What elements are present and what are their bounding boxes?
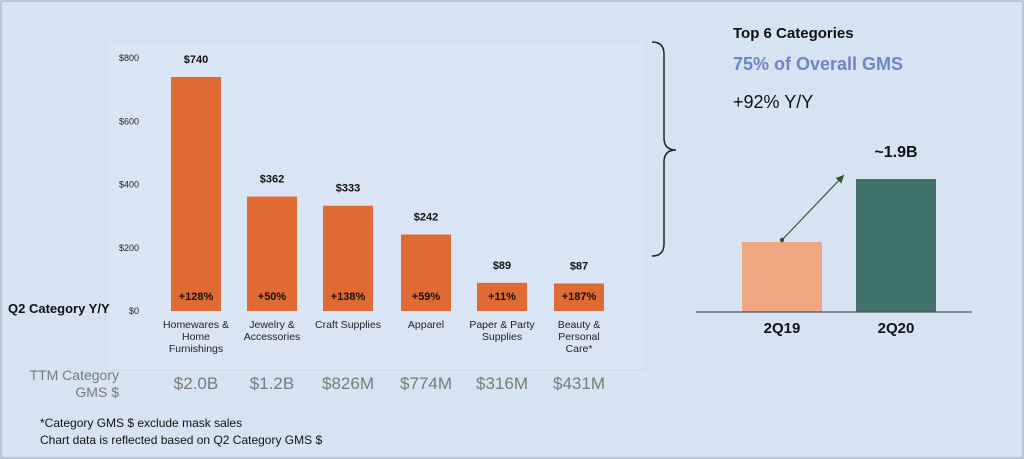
- yoy-label: +138%: [331, 291, 366, 303]
- ttm-value: $1.2B: [250, 374, 294, 393]
- main-bars: [171, 76, 604, 311]
- growth-arrow-head: [835, 175, 844, 184]
- footnote-line-2: Chart data is reflected based on Q2 Cate…: [40, 433, 323, 447]
- ttm-value: $2.0B: [174, 374, 218, 393]
- ttm-value: $316M: [476, 374, 528, 393]
- y-tick-label: $200: [119, 243, 139, 253]
- y-tick-label: $400: [119, 180, 139, 190]
- bar: [323, 205, 373, 311]
- ttm-value: $826M: [322, 374, 374, 393]
- category-label: Beauty &: [558, 319, 601, 331]
- ttm-value: $431M: [553, 374, 605, 393]
- ttm-values: $2.0B $1.2B $826M $774M $316M $431M: [174, 374, 605, 393]
- ttm-row-label-line1: TTM Category: [30, 367, 119, 383]
- yoy-row-label: Q2 Category Y/Y: [8, 301, 110, 316]
- bar: [477, 282, 527, 311]
- bar-value-label: $362: [260, 174, 284, 186]
- yoy-label: +11%: [488, 291, 516, 303]
- summary-highlight: 75% of Overall GMS: [733, 54, 903, 74]
- yoy-label: +50%: [258, 291, 287, 303]
- ttm-value: $774M: [400, 374, 452, 393]
- comparison-category-label: 2Q20: [878, 320, 915, 337]
- comparison-chart: 2Q19 2Q20 ~1.9B: [742, 144, 936, 337]
- category-label: Apparel: [408, 319, 444, 331]
- y-tick-label: $0: [129, 306, 139, 316]
- bar-value-label: $740: [184, 54, 208, 66]
- bar-value-label: $242: [414, 211, 438, 223]
- comparison-bar: [742, 242, 822, 312]
- comparison-category-label: 2Q19: [764, 320, 801, 337]
- bar: [554, 283, 604, 311]
- comparison-bar: [856, 179, 936, 312]
- summary-growth: +92% Y/Y: [733, 92, 813, 112]
- bar-value-label: $333: [336, 183, 360, 195]
- category-label: Homewares &: [163, 319, 229, 331]
- category-label: Craft Supplies: [315, 319, 381, 331]
- category-label: Furnishings: [169, 343, 223, 355]
- summary-title: Top 6 Categories: [733, 25, 854, 42]
- y-tick-label: $800: [119, 53, 139, 63]
- category-label: Personal: [558, 331, 599, 343]
- comparison-value-label: ~1.9B: [874, 144, 917, 161]
- ttm-row-label-line2: GMS $: [75, 384, 119, 400]
- category-label: Accessories: [244, 331, 301, 343]
- bar-value-label: $87: [570, 260, 588, 272]
- category-label: Jewelry &: [249, 319, 295, 331]
- category-label: Paper & Party: [469, 319, 535, 331]
- y-axis: $0 $200 $400 $600 $800: [119, 53, 139, 316]
- growth-arrow-start: [779, 237, 785, 243]
- y-tick-label: $600: [119, 116, 139, 126]
- yoy-label: +59%: [412, 291, 441, 303]
- category-label: Supplies: [482, 331, 522, 343]
- bar: [171, 76, 221, 311]
- footnote-line-1: *Category GMS $ exclude mask sales: [40, 416, 243, 430]
- yoy-label: +187%: [562, 291, 597, 303]
- category-label: Care*: [566, 343, 593, 355]
- bar: [401, 234, 451, 311]
- category-label: Home: [182, 331, 210, 343]
- growth-arrow: [781, 174, 845, 241]
- yoy-label: +128%: [179, 291, 214, 303]
- bar: [247, 196, 297, 311]
- bar-value-label: $89: [493, 260, 511, 272]
- curly-brace: [651, 41, 677, 257]
